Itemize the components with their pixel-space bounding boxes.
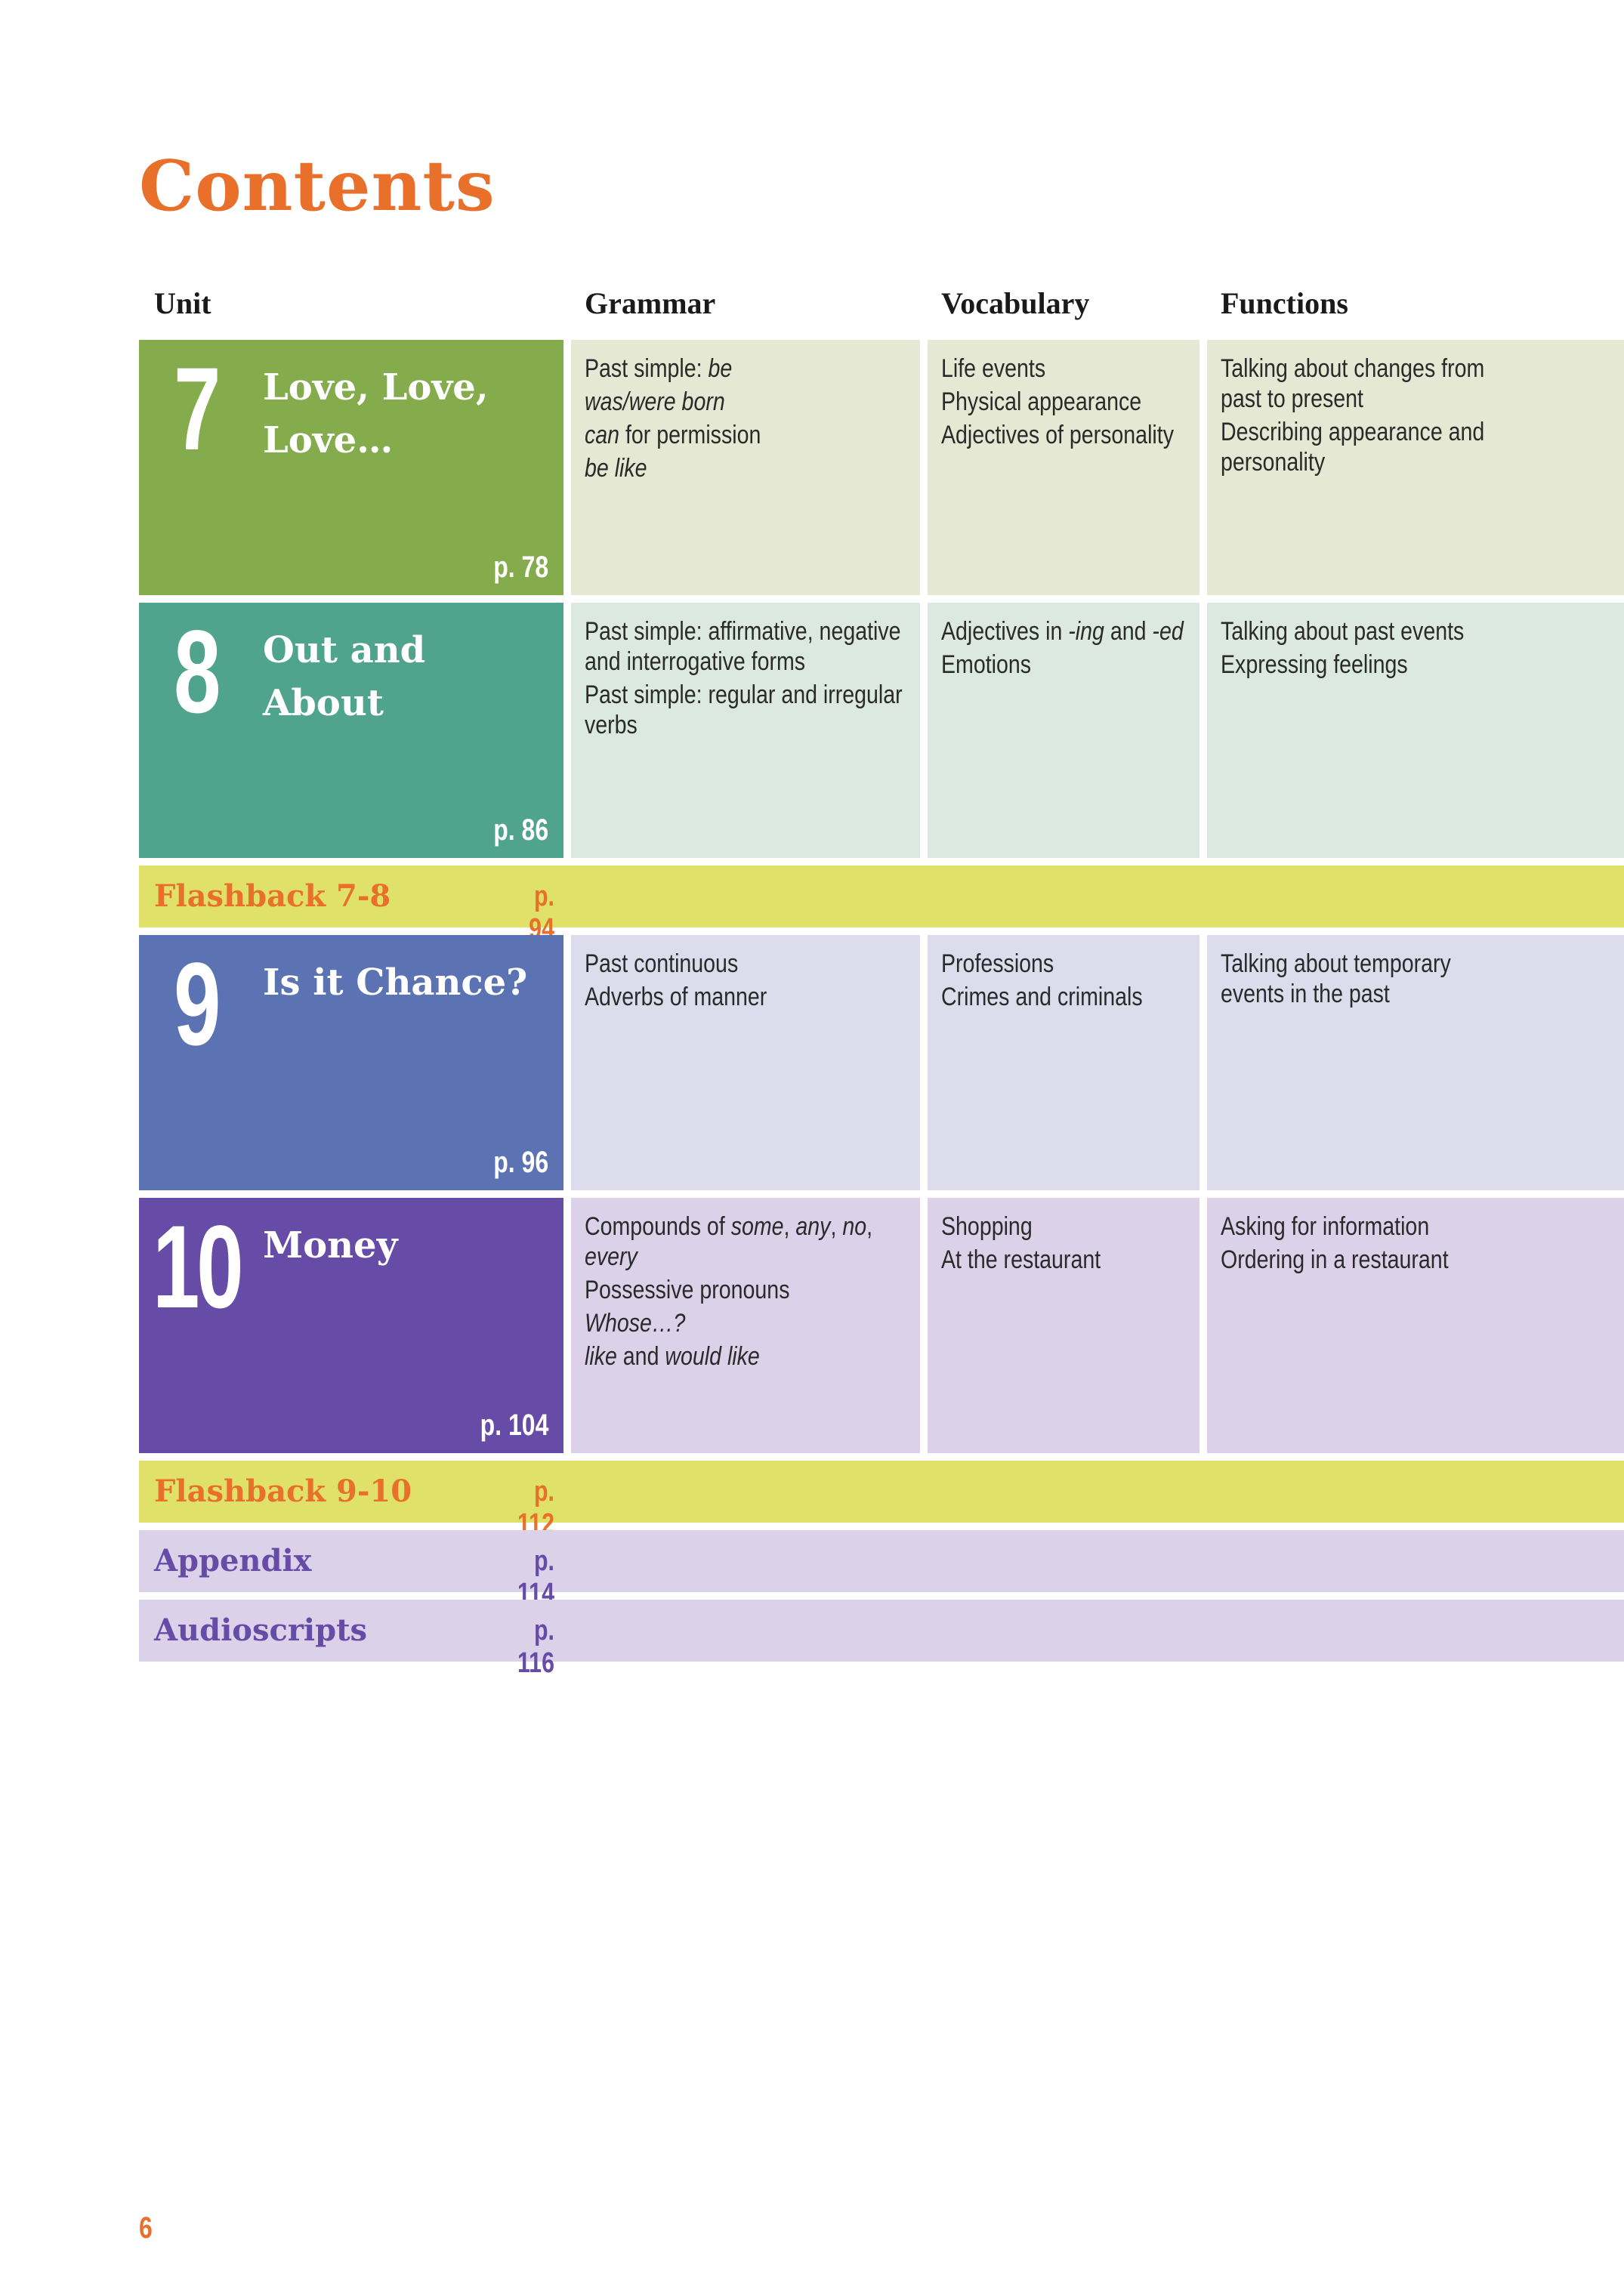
cell-line: Emotions xyxy=(941,650,1032,679)
grammar-cell: Compounds of some, any, no, every Possessi… xyxy=(571,1198,920,1453)
bar-label: Audioscripts xyxy=(154,1612,368,1648)
cell-line: Adjectives of personality xyxy=(941,421,1174,449)
unit-title: Is it Chance? xyxy=(263,956,557,1009)
unit-number: 9 xyxy=(174,939,221,1070)
unit-row-9: 9 Is it Chance? p. 96 Past continuous Adv… xyxy=(139,935,1624,1190)
cell-line: verbs xyxy=(585,711,638,739)
header-grammar: Grammar xyxy=(585,286,716,320)
unit-title-line: Money xyxy=(263,1224,398,1267)
header-functions: Functions xyxy=(1221,286,1348,320)
cell-line: past to present xyxy=(1221,384,1363,413)
cell-line: Adverbs of manner xyxy=(585,983,767,1011)
cell-line: Asking for information xyxy=(1221,1212,1430,1241)
cell-line: Talking about past events xyxy=(1221,617,1465,646)
flashback-7-8-bar[interactable]: Flashback 7-8 p. 94 xyxy=(139,866,1624,945)
cell-line: Crimes and criminals xyxy=(941,983,1143,1011)
cell-line: Ordering in a restaurant xyxy=(1221,1245,1449,1274)
grammar-cell: Past simple: affirmative, negative and in… xyxy=(571,603,920,858)
unit-cell-7[interactable]: 7 Love, Love, Love… p. 78 xyxy=(139,340,563,595)
cell-line: At the restaurant xyxy=(941,1245,1101,1274)
unit-number: 7 xyxy=(174,344,221,475)
functions-cell: Talking about temporary events in the pas… xyxy=(1207,935,1624,1190)
cell-line: Describing appearance and xyxy=(1221,418,1485,446)
bar-label: Flashback 9-10 xyxy=(154,1474,412,1509)
cell-line: was/were born xyxy=(585,387,725,416)
cell-line: Possessive pronouns xyxy=(585,1276,790,1304)
unit-title: Money xyxy=(263,1219,557,1272)
cell-line: Talking about changes from xyxy=(1221,354,1485,383)
unit-cell-9[interactable]: 9 Is it Chance? p. 96 xyxy=(139,935,563,1190)
audioscripts-bar[interactable]: Audioscripts p. 116 xyxy=(139,1600,1624,1679)
unit-title: Out and About xyxy=(263,624,557,730)
bar-label: Flashback 7-8 xyxy=(154,878,391,914)
unit-page-ref[interactable]: p. 96 xyxy=(493,1146,548,1179)
vocabulary-cell: Life events Physical appearance Adjectives… xyxy=(928,340,1199,595)
unit-page-ref[interactable]: p. 104 xyxy=(480,1409,548,1442)
unit-number: 8 xyxy=(174,606,221,738)
unit-title-line: Love, Love, xyxy=(263,366,489,409)
cell-line: and interrogative forms xyxy=(585,647,806,676)
unit-number: 10 xyxy=(153,1202,244,1333)
page-number: 6 xyxy=(139,2211,153,2245)
cell-line: Expressing feelings xyxy=(1221,650,1408,679)
grammar-cell: Past continuous Adverbs of manner xyxy=(571,935,920,1190)
cell-line: Compounds of some, any, no, xyxy=(585,1212,873,1241)
cell-line: can for permission xyxy=(585,421,761,449)
vocabulary-cell: Professions Crimes and criminals xyxy=(928,935,1199,1190)
functions-cell: Asking for information Ordering in a rest… xyxy=(1207,1198,1624,1453)
bar-page-ref[interactable]: p. 116 xyxy=(517,1615,554,1679)
cell-line: events in the past xyxy=(1221,980,1390,1008)
cell-line: Past simple: regular and irregular xyxy=(585,680,903,709)
cell-line: personality xyxy=(1221,448,1326,477)
flashback-9-10-bar[interactable]: Flashback 9-10 p. 112 xyxy=(139,1461,1624,1540)
unit-title-line: Out and About xyxy=(263,629,426,724)
cell-line: every xyxy=(585,1242,638,1271)
functions-cell: Talking about changes from past to presen… xyxy=(1207,340,1624,595)
cell-line: be like xyxy=(585,454,647,483)
bar-page-ref[interactable]: p. 114 xyxy=(517,1545,554,1609)
cell-line: Past simple: affirmative, negative xyxy=(585,617,901,646)
cell-line: Whose…? xyxy=(585,1309,686,1338)
header-vocabulary: Vocabulary xyxy=(941,286,1090,320)
cell-line: Talking about temporary xyxy=(1221,949,1451,978)
cell-line: Life events xyxy=(941,354,1046,383)
cell-line: Past continuous xyxy=(585,949,739,978)
unit-cell-8[interactable]: 8 Out and About p. 86 xyxy=(139,603,563,858)
page-title: Contents xyxy=(139,145,496,227)
unit-row-10: 10 Money p. 104 Compounds of some, any, … xyxy=(139,1198,1624,1453)
vocabulary-cell: Adjectives in -ing and -ed Emotions xyxy=(928,603,1199,858)
functions-cell: Talking about past events Expressing feel… xyxy=(1207,603,1624,858)
cell-line: Physical appearance xyxy=(941,387,1142,416)
bar-page-ref[interactable]: p. 94 xyxy=(529,881,554,945)
cell-line: Professions xyxy=(941,949,1054,978)
cell-line: like and would like xyxy=(585,1342,760,1371)
grammar-cell: Past simple: be was/were born can for perm… xyxy=(571,340,920,595)
unit-title: Love, Love, Love… xyxy=(263,361,557,467)
appendix-bar[interactable]: Appendix p. 114 xyxy=(139,1530,1624,1609)
unit-page-ref[interactable]: p. 86 xyxy=(493,813,548,847)
unit-page-ref[interactable]: p. 78 xyxy=(493,551,548,584)
unit-row-8: 8 Out and About p. 86 Past simple: affir… xyxy=(139,603,1624,858)
bar-label: Appendix xyxy=(154,1543,312,1578)
cell-line: Shopping xyxy=(941,1212,1033,1241)
vocabulary-cell: Shopping At the restaurant xyxy=(928,1198,1199,1453)
header-unit: Unit xyxy=(154,286,211,320)
unit-title-line: Is it Chance? xyxy=(263,961,528,1004)
unit-title-line: Love… xyxy=(263,419,394,461)
unit-row-7: 7 Love, Love, Love… p. 78 Past simple: b… xyxy=(139,340,1624,595)
cell-line: Past simple: be xyxy=(585,354,733,383)
cell-line: Adjectives in -ing and -ed xyxy=(941,617,1184,646)
unit-cell-10[interactable]: 10 Money p. 104 xyxy=(139,1198,563,1453)
